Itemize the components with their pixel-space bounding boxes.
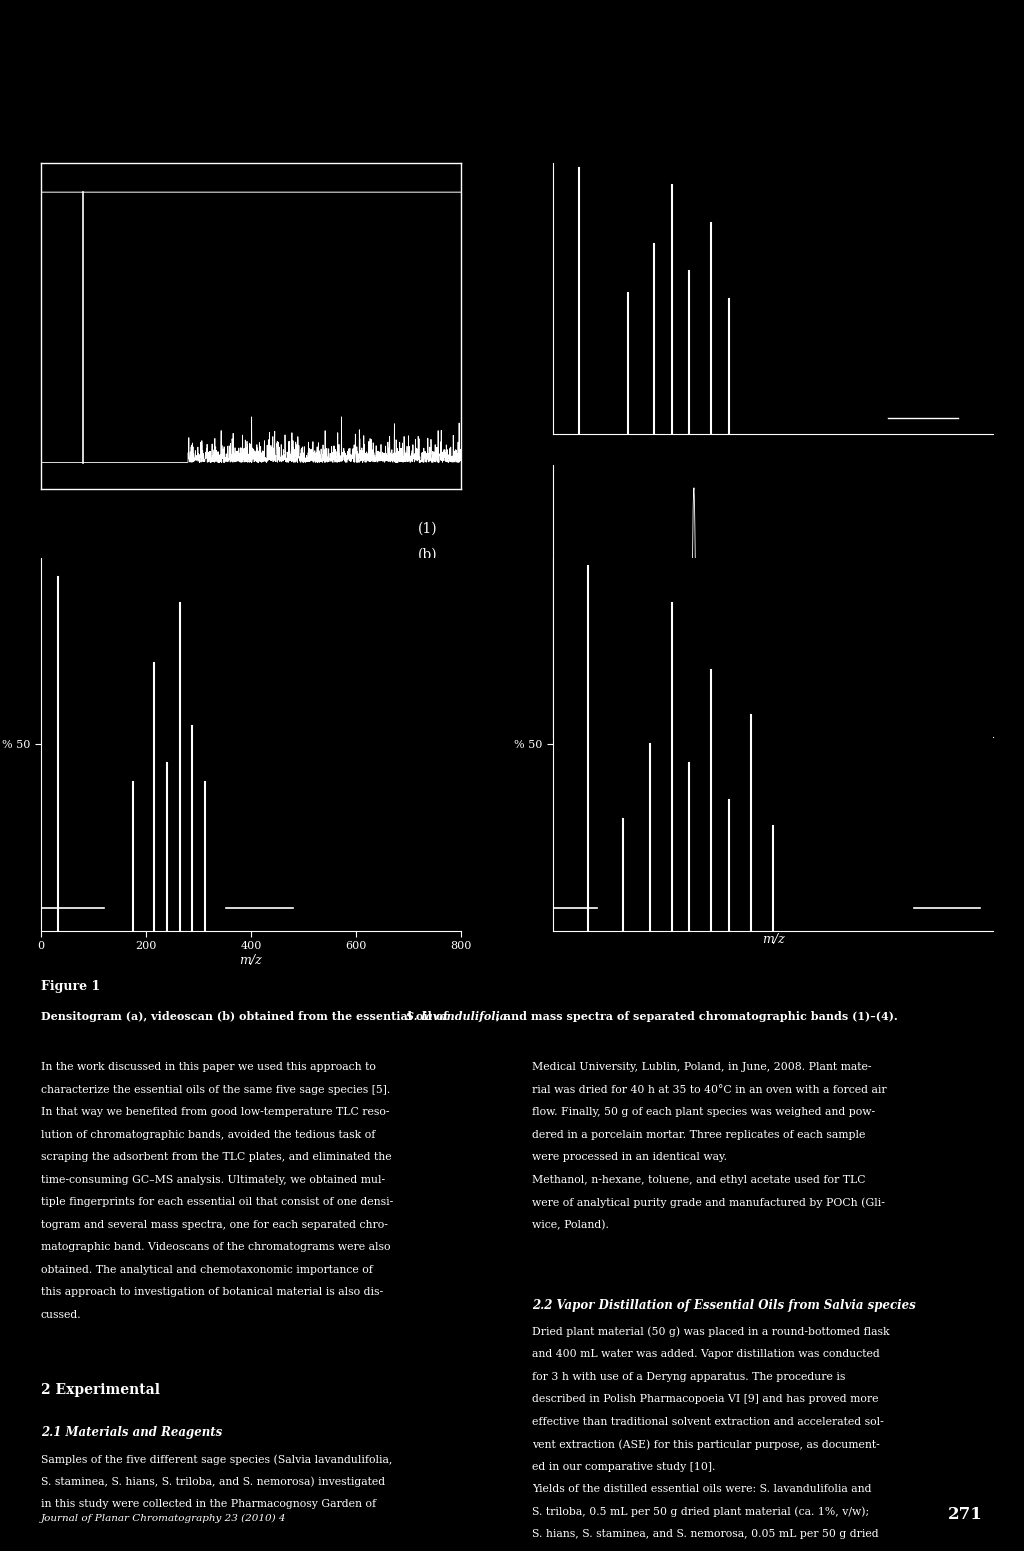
Text: flow. Finally, 50 g of each plant species was weighed and pow-: flow. Finally, 50 g of each plant specie… — [532, 1107, 876, 1117]
Text: described in Polish Pharmacopoeia VI [9] and has proved more: described in Polish Pharmacopoeia VI [9]… — [532, 1394, 879, 1404]
Text: Figure 1: Figure 1 — [41, 980, 100, 993]
Text: ed in our comparative study [10].: ed in our comparative study [10]. — [532, 1461, 716, 1472]
Text: Journal of Planar Chromatography 23 (2010) 4: Journal of Planar Chromatography 23 (201… — [41, 1514, 287, 1523]
Text: this approach to investigation of botanical material is also dis-: this approach to investigation of botani… — [41, 1287, 383, 1297]
Text: , and mass spectra of separated chromatographic bands (1)–(4).: , and mass spectra of separated chromato… — [496, 1011, 897, 1022]
Text: Samples of the five different sage species (Salvia lavandulifolia,: Samples of the five different sage speci… — [41, 1455, 392, 1464]
Text: 2 Experimental: 2 Experimental — [41, 1383, 160, 1397]
Text: lution of chromatographic bands, avoided the tedious task of: lution of chromatographic bands, avoided… — [41, 1129, 376, 1140]
Text: S. lavandulifolia: S. lavandulifolia — [406, 1011, 507, 1022]
Text: in this study were collected in the Pharmacognosy Garden of: in this study were collected in the Phar… — [41, 1498, 376, 1509]
Text: S. hians, S. staminea, and S. nemorosa, 0.05 mL per 50 g dried: S. hians, S. staminea, and S. nemorosa, … — [532, 1529, 880, 1539]
Text: wice, Poland).: wice, Poland). — [532, 1219, 609, 1230]
Text: dered in a porcelain mortar. Three replicates of each sample: dered in a porcelain mortar. Three repli… — [532, 1129, 866, 1140]
Text: 2.2 Vapor Distillation of Essential Oils from Salvia species: 2.2 Vapor Distillation of Essential Oils… — [532, 1300, 916, 1312]
Text: 2.1 Materials and Reagents: 2.1 Materials and Reagents — [41, 1427, 222, 1439]
Text: (b): (b) — [418, 548, 437, 561]
X-axis label: m/z: m/z — [240, 954, 262, 966]
Text: S. staminea, S. hians, S. triloba, and S. nemorosa) investigated: S. staminea, S. hians, S. triloba, and S… — [41, 1477, 385, 1487]
Text: In the work discussed in this paper we used this approach to: In the work discussed in this paper we u… — [41, 1062, 376, 1072]
Text: S. triloba, 0.5 mL per 50 g dried plant material (ca. 1%, v/w);: S. triloba, 0.5 mL per 50 g dried plant … — [532, 1508, 869, 1517]
X-axis label: m/z: m/z — [762, 934, 784, 946]
Text: In that way we benefited from good low-temperature TLC reso-: In that way we benefited from good low-t… — [41, 1107, 389, 1117]
Text: obtained. The analytical and chemotaxonomic importance of: obtained. The analytical and chemotaxono… — [41, 1266, 373, 1275]
Text: togram and several mass spectra, one for each separated chro-: togram and several mass spectra, one for… — [41, 1219, 388, 1230]
Text: matographic band. Videoscans of the chromatograms were also: matographic band. Videoscans of the chro… — [41, 1242, 390, 1252]
Text: rial was dried for 40 h at 35 to 40°C in an oven with a forced air: rial was dried for 40 h at 35 to 40°C in… — [532, 1086, 887, 1095]
Text: and 400 mL water was added. Vapor distillation was conducted: and 400 mL water was added. Vapor distil… — [532, 1349, 881, 1359]
Text: Dried plant material (50 g) was placed in a round-bottomed flask: Dried plant material (50 g) was placed i… — [532, 1326, 890, 1337]
Text: scraping the adsorbent from the TLC plates, and eliminated the: scraping the adsorbent from the TLC plat… — [41, 1152, 391, 1162]
Text: (1): (1) — [418, 523, 437, 537]
Text: were of analytical purity grade and manufactured by POCh (Gli-: were of analytical purity grade and manu… — [532, 1197, 886, 1208]
Text: cussed.: cussed. — [41, 1309, 82, 1320]
Text: effective than traditional solvent extraction and accelerated sol-: effective than traditional solvent extra… — [532, 1418, 885, 1427]
Text: vent extraction (ASE) for this particular purpose, as document-: vent extraction (ASE) for this particula… — [532, 1439, 881, 1450]
Text: characterize the essential oils of the same five sage species [5].: characterize the essential oils of the s… — [41, 1086, 390, 1095]
Text: tiple fingerprints for each essential oil that consist of one densi-: tiple fingerprints for each essential oi… — [41, 1197, 393, 1207]
Text: time-consuming GC–MS analysis. Ultimately, we obtained mul-: time-consuming GC–MS analysis. Ultimatel… — [41, 1176, 385, 1185]
Text: Densitogram (a), videoscan (b) obtained from the essential oil of: Densitogram (a), videoscan (b) obtained … — [41, 1011, 452, 1022]
Text: m/z: m/z — [762, 813, 784, 825]
Text: were processed in an identical way.: were processed in an identical way. — [532, 1152, 727, 1162]
Text: Methanol, n-hexane, toluene, and ethyl acetate used for TLC: Methanol, n-hexane, toluene, and ethyl a… — [532, 1176, 866, 1185]
Text: 271: 271 — [948, 1506, 983, 1523]
Text: Medical University, Lublin, Poland, in June, 2008. Plant mate-: Medical University, Lublin, Poland, in J… — [532, 1062, 872, 1072]
Text: Yields of the distilled essential oils were: S. lavandulifolia and: Yields of the distilled essential oils w… — [532, 1484, 872, 1494]
Text: for 3 h with use of a Deryng apparatus. The procedure is: for 3 h with use of a Deryng apparatus. … — [532, 1371, 846, 1382]
